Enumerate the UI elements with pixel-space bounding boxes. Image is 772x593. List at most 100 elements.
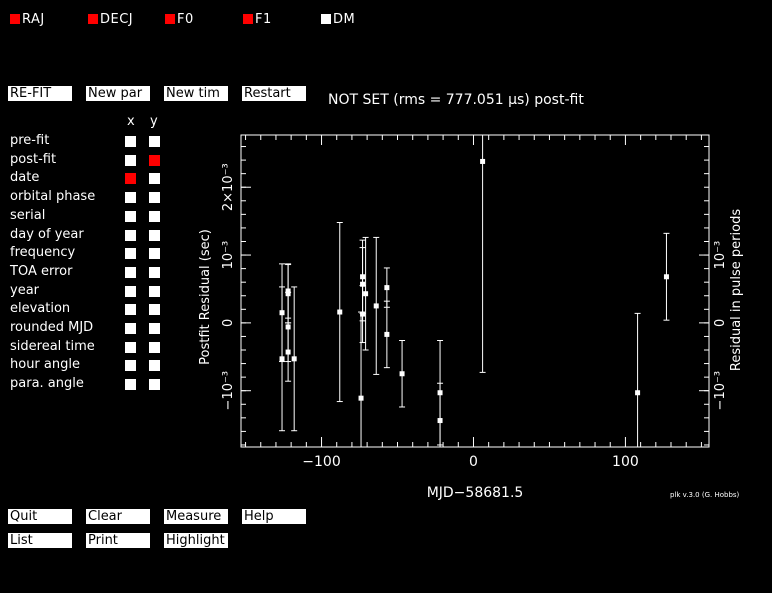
data-point bbox=[663, 274, 669, 280]
y-right-tick-label: −10⁻³ bbox=[713, 371, 728, 411]
y-axis-checkbox[interactable] bbox=[149, 267, 160, 278]
param-decj-label: DECJ bbox=[100, 11, 134, 27]
measure-button[interactable]: Measure bbox=[164, 509, 228, 524]
x-axis-checkbox[interactable] bbox=[125, 230, 136, 241]
axis-option-label: elevation bbox=[10, 301, 71, 316]
param-decj-checkbox[interactable] bbox=[88, 14, 98, 24]
y-tick-label: −10⁻³ bbox=[221, 371, 236, 411]
axis-option-label: orbital phase bbox=[10, 189, 96, 204]
param-f0-label: F0 bbox=[177, 11, 194, 27]
param-f0[interactable]: F0 bbox=[165, 11, 194, 27]
x-axis-checkbox[interactable] bbox=[125, 286, 136, 297]
param-decj[interactable]: DECJ bbox=[88, 11, 134, 27]
data-point bbox=[373, 303, 379, 309]
data-point bbox=[363, 291, 369, 297]
param-dm[interactable]: DM bbox=[321, 11, 356, 27]
plot-frame bbox=[240, 134, 710, 448]
help-button[interactable]: Help bbox=[242, 509, 306, 524]
param-f1[interactable]: F1 bbox=[243, 11, 272, 27]
restart-button[interactable]: Restart bbox=[242, 86, 306, 101]
x-axis-checkbox[interactable] bbox=[125, 267, 136, 278]
x-axis-checkbox[interactable] bbox=[125, 379, 136, 390]
y-axis-checkbox[interactable] bbox=[149, 342, 160, 353]
axis-option-label: rounded MJD bbox=[10, 320, 94, 335]
axis-option-label: post-fit bbox=[10, 152, 57, 167]
param-dm-checkbox[interactable] bbox=[321, 14, 331, 24]
y-axis-checkbox[interactable] bbox=[149, 248, 160, 259]
y-tick-label: 0 bbox=[221, 319, 236, 327]
data-point bbox=[437, 418, 443, 424]
x-axis-checkbox[interactable] bbox=[125, 192, 136, 203]
x-axis-checkbox[interactable] bbox=[125, 323, 136, 334]
param-f0-checkbox[interactable] bbox=[165, 14, 175, 24]
y-axis-checkbox[interactable] bbox=[149, 155, 160, 166]
clear-button[interactable]: Clear bbox=[86, 509, 150, 524]
quit-button[interactable]: Quit bbox=[8, 509, 72, 524]
y-tick-label: 2×10⁻³ bbox=[221, 163, 236, 211]
param-f1-label: F1 bbox=[255, 11, 272, 27]
y-axis-checkbox[interactable] bbox=[149, 230, 160, 241]
highlight-button[interactable]: Highlight bbox=[164, 533, 228, 548]
data-point bbox=[480, 158, 486, 164]
data-point bbox=[360, 281, 366, 287]
axis-option-label: TOA error bbox=[10, 264, 73, 279]
axis-option-label: para. angle bbox=[10, 376, 84, 391]
axis-option-label: year bbox=[10, 283, 40, 298]
data-point bbox=[291, 356, 297, 362]
y-axis-header: y bbox=[150, 114, 158, 129]
data-point bbox=[337, 309, 343, 315]
axis-option-label: date bbox=[10, 170, 40, 185]
x-axis-checkbox[interactable] bbox=[125, 211, 136, 222]
y-axis-checkbox[interactable] bbox=[149, 360, 160, 371]
y-axis-checkbox[interactable] bbox=[149, 323, 160, 334]
x-axis-header: x bbox=[127, 114, 135, 129]
data-point bbox=[279, 356, 285, 362]
param-raj-label: RAJ bbox=[22, 11, 45, 27]
list-button[interactable]: List bbox=[8, 533, 72, 548]
y-tick-label: 10⁻³ bbox=[221, 241, 236, 270]
param-raj[interactable]: RAJ bbox=[10, 11, 45, 27]
data-point bbox=[358, 395, 364, 401]
x-axis-checkbox[interactable] bbox=[125, 136, 136, 147]
data-point bbox=[635, 390, 641, 396]
y-axis-checkbox[interactable] bbox=[149, 173, 160, 184]
x-axis-checkbox[interactable] bbox=[125, 155, 136, 166]
axis-option-label: sidereal time bbox=[10, 339, 95, 354]
data-point bbox=[360, 311, 366, 317]
x-axis-checkbox[interactable] bbox=[125, 173, 136, 184]
print-button[interactable]: Print bbox=[86, 533, 150, 548]
param-f1-checkbox[interactable] bbox=[243, 14, 253, 24]
data-point bbox=[285, 349, 291, 355]
version-note: plk v.3.0 (G. Hobbs) bbox=[670, 491, 740, 499]
fit-status-title: NOT SET (rms = 777.051 µs) post-fit bbox=[328, 92, 584, 108]
x-axis-checkbox[interactable] bbox=[125, 342, 136, 353]
y-axis-checkbox[interactable] bbox=[149, 192, 160, 203]
y-axis-label: Postfit Residual (sec) bbox=[198, 229, 213, 365]
x-axis-label: MJD−58681.5 bbox=[427, 485, 524, 501]
axis-option-label: frequency bbox=[10, 245, 76, 260]
param-dm-label: DM bbox=[333, 11, 356, 27]
y-axis-checkbox[interactable] bbox=[149, 211, 160, 222]
x-tick-label: 100 bbox=[612, 454, 639, 470]
y-axis-checkbox[interactable] bbox=[149, 304, 160, 315]
y-right-tick-label: 0 bbox=[713, 319, 728, 327]
x-axis-checkbox[interactable] bbox=[125, 248, 136, 259]
x-tick-label: −100 bbox=[302, 454, 340, 470]
axis-option-label: hour angle bbox=[10, 357, 80, 372]
refit-button[interactable]: RE-FIT bbox=[8, 86, 72, 101]
x-axis-checkbox[interactable] bbox=[125, 360, 136, 371]
x-axis-checkbox[interactable] bbox=[125, 304, 136, 315]
new-tim-button[interactable]: New tim bbox=[164, 86, 228, 101]
y-right-tick-label: 10⁻³ bbox=[713, 241, 728, 270]
y-axis-checkbox[interactable] bbox=[149, 136, 160, 147]
data-point bbox=[384, 285, 390, 291]
y-axis-checkbox[interactable] bbox=[149, 286, 160, 297]
axis-option-label: day of year bbox=[10, 227, 84, 242]
param-raj-checkbox[interactable] bbox=[10, 14, 20, 24]
data-point bbox=[399, 371, 405, 377]
y-axis-checkbox[interactable] bbox=[149, 379, 160, 390]
data-point bbox=[384, 331, 390, 337]
x-tick-label: 0 bbox=[469, 454, 478, 470]
new-par-button[interactable]: New par bbox=[86, 86, 150, 101]
